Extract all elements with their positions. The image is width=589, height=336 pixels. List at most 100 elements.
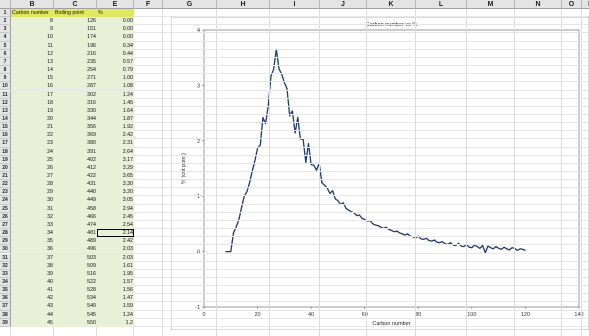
- cell-a[interactable]: 22: [11, 131, 54, 140]
- cell-b[interactable]: 481: [54, 229, 97, 238]
- cell-b[interactable]: 540: [54, 302, 97, 311]
- cell-c[interactable]: 2.94: [97, 204, 134, 213]
- row-header[interactable]: 10: [0, 82, 11, 91]
- row-header[interactable]: 33: [0, 269, 11, 278]
- row-header[interactable]: 3: [0, 25, 11, 34]
- cell-c[interactable]: 1.24: [97, 90, 134, 99]
- column-header-p[interactable]: P: [582, 0, 589, 9]
- row-header[interactable]: 8: [0, 66, 11, 75]
- cell-b[interactable]: 196: [54, 41, 97, 50]
- cell-b[interactable]: 380: [54, 139, 97, 148]
- column-header-g[interactable]: G: [163, 0, 217, 9]
- cell-b[interactable]: 489: [54, 237, 97, 246]
- cell-b[interactable]: 151: [54, 25, 97, 34]
- cell-a[interactable]: 8: [11, 17, 54, 26]
- cell-b[interactable]: 356: [54, 123, 97, 132]
- row-header[interactable]: 25: [0, 204, 11, 213]
- row-header[interactable]: 34: [0, 277, 11, 287]
- row-header[interactable]: 7: [0, 57, 11, 67]
- cell-c[interactable]: 0.57: [97, 57, 134, 67]
- cell-c[interactable]: 2.42: [97, 131, 134, 140]
- cell-c[interactable]: 1.45: [97, 98, 134, 107]
- column-header-l[interactable]: L: [416, 0, 467, 9]
- row-header[interactable]: 29: [0, 237, 11, 246]
- cell-c[interactable]: 3.20: [97, 188, 134, 197]
- cell-c[interactable]: 1.64: [97, 106, 134, 115]
- cell-b[interactable]: 316: [54, 98, 97, 107]
- row-header[interactable]: 4: [0, 33, 11, 42]
- row-header[interactable]: 39: [0, 318, 11, 327]
- cell-b[interactable]: 369: [54, 131, 97, 140]
- cell-a[interactable]: 34: [11, 229, 54, 238]
- cell-b[interactable]: 412: [54, 163, 97, 172]
- column-header-j[interactable]: J: [320, 0, 367, 9]
- cell-a[interactable]: 17: [11, 90, 54, 99]
- cell-a[interactable]: 39: [11, 269, 54, 278]
- cell-b[interactable]: 254: [54, 66, 97, 75]
- cell-c[interactable]: 2.14: [97, 229, 134, 238]
- cell-c[interactable]: 0.00: [97, 33, 134, 42]
- cell-a[interactable]: 18: [11, 98, 54, 107]
- cell-c[interactable]: 2.42: [97, 237, 134, 246]
- cell-a[interactable]: 27: [11, 172, 54, 181]
- column-header-n[interactable]: N: [515, 0, 562, 9]
- row-header[interactable]: 27: [0, 220, 11, 230]
- cell-c[interactable]: 0.44: [97, 49, 134, 58]
- column-header-k[interactable]: K: [367, 0, 416, 9]
- cell-c[interactable]: 0.00: [97, 25, 134, 34]
- row-header[interactable]: 6: [0, 49, 11, 58]
- cell-b[interactable]: 271: [54, 74, 97, 83]
- row-header[interactable]: 22: [0, 180, 11, 189]
- cell-b[interactable]: 391: [54, 147, 97, 156]
- cell-a[interactable]: 31: [11, 204, 54, 213]
- cell-c[interactable]: 1.95: [97, 269, 134, 278]
- cell-c[interactable]: 2.03: [97, 245, 134, 254]
- row-header[interactable]: 26: [0, 212, 11, 221]
- cell-c[interactable]: 3.17: [97, 155, 134, 164]
- cell-a[interactable]: 35: [11, 237, 54, 246]
- cell-a[interactable]: 36: [11, 245, 54, 254]
- cell-b[interactable]: 344: [54, 114, 97, 124]
- cell-c[interactable]: 3.65: [97, 172, 134, 181]
- header-cell-c[interactable]: %: [97, 9, 134, 18]
- cell-a[interactable]: 13: [11, 57, 54, 67]
- cell-c[interactable]: 0.00: [97, 17, 134, 26]
- cell-b[interactable]: 496: [54, 245, 97, 254]
- row-header[interactable]: 31: [0, 253, 11, 262]
- cell-a[interactable]: 29: [11, 188, 54, 197]
- row-header[interactable]: 28: [0, 229, 11, 238]
- cell-a[interactable]: 25: [11, 155, 54, 164]
- cell-b[interactable]: 474: [54, 220, 97, 230]
- cell-c[interactable]: 1.08: [97, 82, 134, 91]
- cell-a[interactable]: 9: [11, 25, 54, 34]
- cell-a[interactable]: 42: [11, 294, 54, 303]
- row-header[interactable]: 19: [0, 155, 11, 164]
- column-header-b[interactable]: B: [11, 0, 54, 9]
- cell-a[interactable]: 44: [11, 310, 54, 319]
- cell-c[interactable]: 1.47: [97, 294, 134, 303]
- column-header-h[interactable]: H: [217, 0, 270, 9]
- row-header[interactable]: 12: [0, 98, 11, 107]
- cell-a[interactable]: 43: [11, 302, 54, 311]
- cell-c[interactable]: 1.00: [97, 74, 134, 83]
- cell-a[interactable]: 38: [11, 261, 54, 270]
- cell-c[interactable]: 2.03: [97, 253, 134, 262]
- row-header[interactable]: 30: [0, 245, 11, 254]
- cell-a[interactable]: 20: [11, 114, 54, 124]
- row-header[interactable]: 5: [0, 41, 11, 50]
- cell-a[interactable]: 41: [11, 286, 54, 295]
- row-header[interactable]: 20: [0, 163, 11, 172]
- cell-b[interactable]: 287: [54, 82, 97, 91]
- cell-b[interactable]: 174: [54, 33, 97, 42]
- cell-a[interactable]: 15: [11, 74, 54, 83]
- cell-b[interactable]: 431: [54, 180, 97, 189]
- cell-a[interactable]: 10: [11, 33, 54, 42]
- cell-c[interactable]: 2.45: [97, 212, 134, 221]
- cell-a[interactable]: 12: [11, 49, 54, 58]
- row-header[interactable]: 15: [0, 123, 11, 132]
- column-header-f[interactable]: F: [134, 0, 163, 9]
- cell-b[interactable]: 402: [54, 155, 97, 164]
- row-header[interactable]: 24: [0, 196, 11, 205]
- cell-a[interactable]: 19: [11, 106, 54, 115]
- cell-c[interactable]: 3.30: [97, 180, 134, 189]
